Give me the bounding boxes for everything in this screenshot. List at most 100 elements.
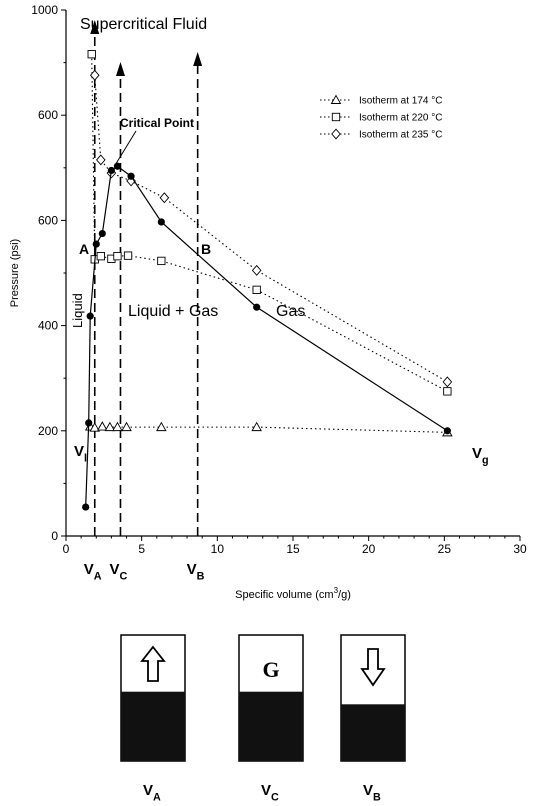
axis-marker-b-sub: B [197,570,205,582]
data-point [127,172,135,180]
cell-liquid [341,704,405,761]
x-tick-label: 15 [286,542,300,556]
series-line [90,426,448,433]
y-tick-label: 200 [38,424,58,438]
x-tick-label: 10 [211,542,225,556]
data-point [157,256,166,266]
x-tick-label: 5 [138,542,145,556]
data-point [252,285,261,294]
data-point [251,421,262,432]
cell-label: VC [261,782,279,803]
data-point [123,251,133,260]
data-point [156,421,167,432]
axis-marker-b: VB [187,561,205,582]
arrowhead-3 [193,52,203,66]
critical-point-label: Critical Point [120,116,194,130]
y-tick-label: 600 [38,213,58,227]
x-tick-label: 25 [438,542,452,556]
data-point [112,421,123,432]
liquid-gas-label: Liquid + Gas [128,303,218,320]
cell-label-main: V [261,782,271,799]
v-liquid-label-main: V [74,443,84,460]
y-axis-title: Pressure (psi) [9,239,21,307]
x-tick-label: 30 [513,542,527,556]
data-point [82,503,90,511]
data-point [113,162,122,170]
cell-liquid [239,691,303,761]
x-title-sup: 3 [334,586,339,595]
v-gas-label-sub: g [482,454,489,466]
y-tick-label: 0 [51,529,58,543]
v-gas-label-main: V [472,445,482,462]
pv-chart: 0 5 10 15 20 25 30 0 200 400 600 600 1000 Pressure (p… [9,3,527,601]
x-title-pre: Specific volume (cm [235,589,333,601]
data-point [157,218,165,226]
cell-1: VA [120,634,186,803]
y-tick-label: 600 [38,108,58,122]
legend-label: Isotherm at 220 °C [359,113,442,124]
arrow-down-icon [360,648,386,687]
x-tick-label: 20 [362,542,376,556]
axis-marker-a: VA [84,561,102,582]
series-line [85,165,448,508]
data-point [251,264,262,276]
x-axis-title: Specific volume (cm3/g) [235,586,351,601]
x-title-post: /g) [338,589,351,601]
cell-label-main: V [143,782,153,799]
v-liquid-label-sub: l [84,452,87,464]
gas-letter: G [262,657,279,682]
legend-marker [330,94,342,104]
data-point [97,421,108,431]
axis-marker-c-sub: C [119,570,127,582]
data-point [86,312,94,320]
x-tick-label: 0 [63,542,70,556]
axis-marker-a-main: V [84,561,94,578]
data-point [89,69,100,81]
data-point [96,252,105,261]
data-point [107,166,115,175]
v-liquid-label: Vl [74,443,87,464]
arrow-up-icon [140,645,166,682]
legend-marker [331,128,341,140]
cell-label-sub: C [271,791,279,803]
cell-liquid [121,691,185,761]
data-point [85,419,93,427]
data-point [443,427,451,435]
data-point [96,154,106,166]
data-point [113,252,122,261]
series-4 [82,162,451,511]
data-point [253,303,261,311]
data-point [443,387,452,396]
cell-label-sub: A [153,791,161,803]
gas-label: Gas [276,303,305,320]
legend-marker [331,112,341,122]
series-2 [87,50,452,396]
cell-label: VA [143,782,161,803]
y-tick-label: 1000 [31,3,58,17]
axis-marker-c: VC [109,561,127,582]
series-3 [89,69,453,388]
cell-label-sub: B [373,791,381,803]
data-point [92,240,100,248]
cell-2: G VC [238,634,304,803]
liquid-label: Liquid [70,293,85,328]
v-gas-label: Vg [472,445,489,466]
y-tick-label: 400 [38,319,58,333]
data-point [104,421,116,432]
data-point [442,376,453,388]
point-b-label: B [201,241,211,257]
arrowhead-1 [90,20,100,34]
data-point [159,192,170,204]
cell-3: VB [340,634,406,803]
legend-label: Isotherm at 235 °C [359,130,442,141]
cell-label-main: V [363,782,373,799]
data-point [121,421,132,432]
axis-marker-a-sub: A [94,570,102,582]
point-a-label: A [79,241,89,257]
supercritical-label: Supercritical Fluid [80,16,207,33]
axis-marker-c-main: V [109,561,119,578]
legend-label: Isotherm at 174 °C [359,96,442,107]
cell-label: VB [363,782,381,803]
critical-point-leader [115,130,137,165]
data-point [87,50,96,59]
